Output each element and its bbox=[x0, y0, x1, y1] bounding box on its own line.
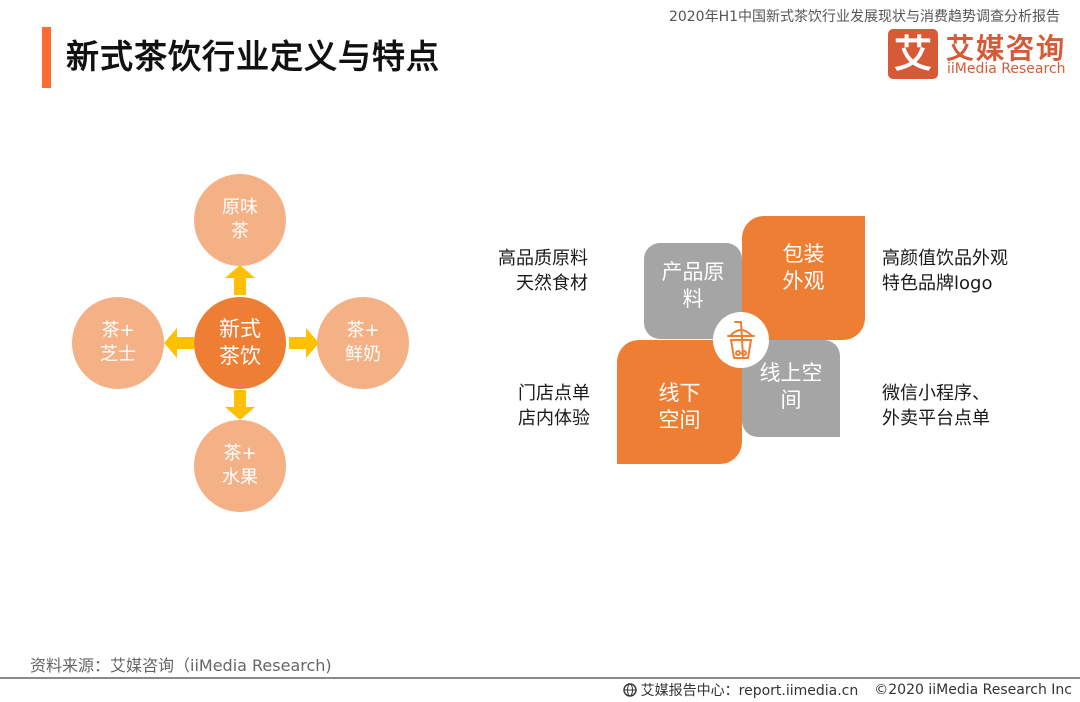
globe-icon bbox=[622, 683, 637, 697]
footer-divider bbox=[0, 677, 1080, 679]
desc-line: 高品质原料 bbox=[498, 248, 588, 269]
node-label: 茶+ bbox=[101, 320, 135, 341]
node-label: 鲜奶 bbox=[345, 344, 381, 365]
quadrant-label: 空间 bbox=[658, 408, 701, 432]
node-label: 原味 bbox=[222, 197, 258, 218]
node-tea-fruit: 茶+ 水果 bbox=[194, 420, 286, 512]
logo-mark-icon: 艾 bbox=[888, 29, 938, 79]
arrow-right-icon bbox=[289, 328, 319, 358]
title-accent-bar bbox=[42, 27, 51, 88]
desc-online-space: 微信小程序、 外卖平台点单 bbox=[882, 381, 990, 431]
node-label: 茶 bbox=[231, 221, 249, 242]
desc-line: 特色品牌logo bbox=[882, 273, 993, 294]
quadrant-packaging: 包装 外观 bbox=[742, 216, 865, 340]
report-center-link[interactable]: 艾媒报告中心：report.iimedia.cn bbox=[640, 683, 859, 699]
desc-line: 外卖平台点单 bbox=[882, 408, 990, 429]
quadrant-label: 产品原 bbox=[661, 260, 725, 284]
desc-raw-materials: 高品质原料 天然食材 bbox=[498, 246, 588, 296]
quadrant-label: 外观 bbox=[782, 269, 825, 293]
quadrant-raw-materials: 产品原料 bbox=[644, 243, 742, 339]
desc-packaging: 高颜值饮品外观 特色品牌logo bbox=[882, 246, 1008, 296]
data-source: 资料来源：艾媒咨询（iiMedia Research) bbox=[30, 656, 332, 675]
arrow-left-icon bbox=[164, 328, 194, 358]
logo-name-cn: 艾媒咨询 bbox=[946, 32, 1067, 65]
desc-line: 天然食材 bbox=[516, 273, 588, 294]
node-tea-milk: 茶+ 鲜奶 bbox=[317, 297, 409, 389]
iimedia-logo: 艾 艾媒咨询 iiMedia Research bbox=[888, 29, 1066, 81]
desc-line: 门店点单 bbox=[518, 383, 590, 404]
node-label: 茶饮 bbox=[219, 344, 261, 368]
quadrant-label: 线上空 bbox=[759, 360, 823, 385]
desc-line: 微信小程序、 bbox=[882, 383, 990, 404]
desc-line: 高颜值饮品外观 bbox=[882, 248, 1008, 269]
footer-bar: 艾媒报告中心：report.iimedia.cn ©2020 iiMedia R… bbox=[622, 680, 1072, 700]
report-title: 2020年H1中国新式茶饮行业发展现状与消费趋势调查分析报告 bbox=[668, 9, 1060, 25]
node-label: 芝士 bbox=[100, 344, 136, 365]
node-label: 茶+ bbox=[346, 320, 380, 341]
arrow-down-icon bbox=[225, 390, 255, 420]
arrow-up-icon bbox=[225, 265, 255, 295]
node-new-tea-drinks: 新式 茶饮 bbox=[194, 297, 286, 389]
page-title: 新式茶饮行业定义与特点 bbox=[66, 37, 440, 76]
desc-offline-space: 门店点单 店内体验 bbox=[518, 381, 590, 431]
copyright: ©2020 iiMedia Research Inc bbox=[874, 682, 1072, 698]
quadrant-label: 线下 bbox=[658, 381, 701, 405]
node-tea-cheese: 茶+ 芝士 bbox=[72, 297, 164, 389]
desc-line: 店内体验 bbox=[518, 408, 590, 429]
quadrant-label: 包装 bbox=[782, 242, 825, 266]
quadrant-online-space: 线上空间 bbox=[742, 340, 840, 437]
quadrant-label: 料 bbox=[682, 287, 704, 311]
node-label: 茶+ bbox=[223, 443, 257, 464]
node-label: 新式 bbox=[219, 317, 261, 341]
logo-name-en: iiMedia Research bbox=[947, 61, 1066, 77]
bubble-tea-cup-icon bbox=[727, 321, 755, 359]
node-label: 水果 bbox=[222, 467, 258, 488]
center-circle bbox=[713, 312, 769, 368]
node-original-tea: 原味茶 bbox=[194, 174, 286, 266]
quadrant-label: 间 bbox=[780, 387, 802, 412]
